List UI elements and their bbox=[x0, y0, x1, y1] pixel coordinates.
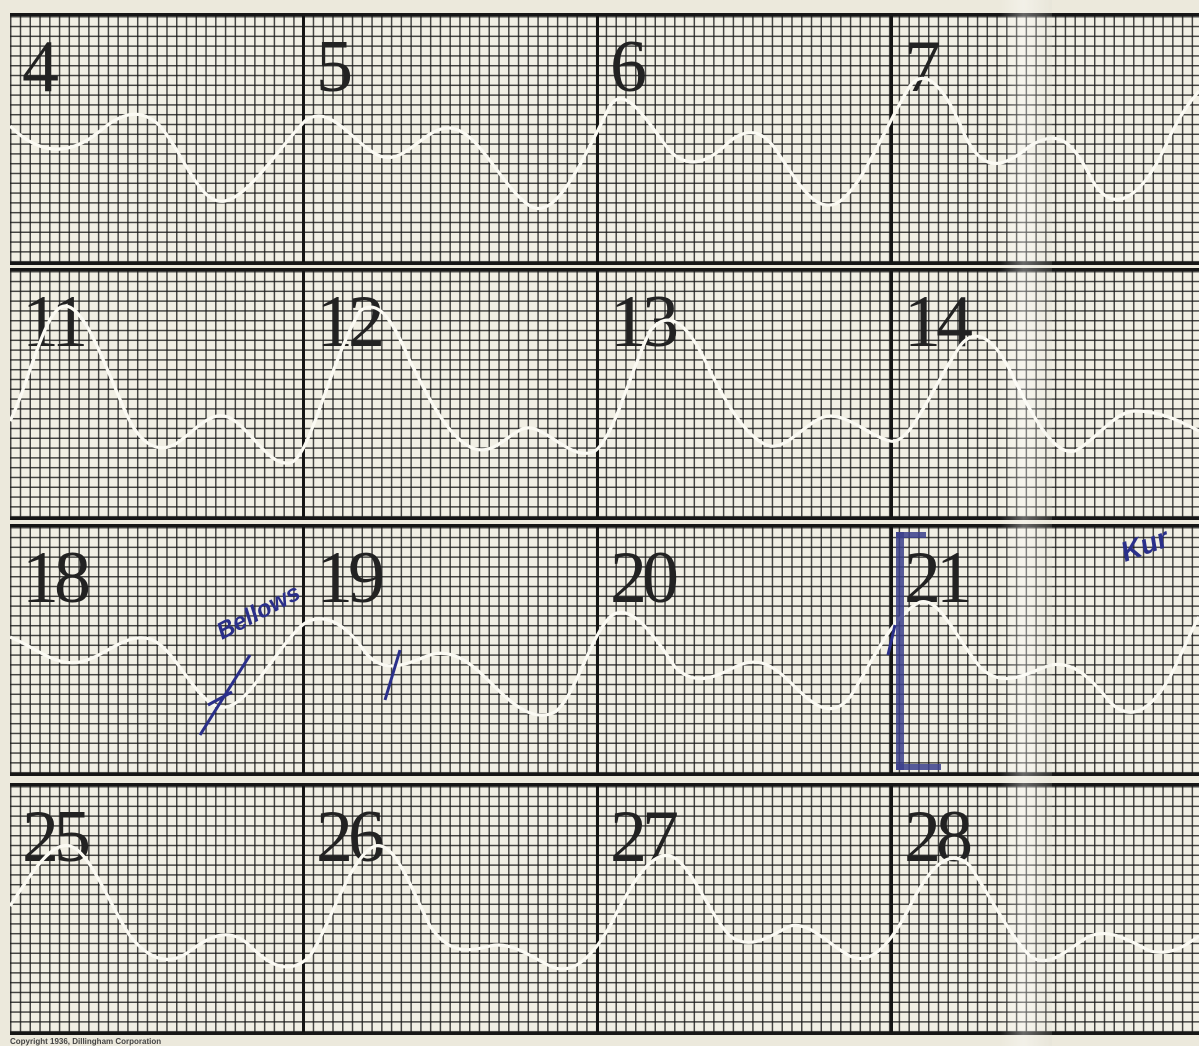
chart-strip-week-1: 4 5 6 7 bbox=[10, 13, 1199, 265]
day-number: 7 bbox=[904, 26, 941, 108]
day-number: 21 bbox=[904, 537, 973, 619]
day-number: 25 bbox=[22, 796, 91, 878]
day-divider bbox=[596, 16, 599, 262]
day-number: 11 bbox=[22, 281, 88, 363]
day-divider bbox=[302, 271, 305, 517]
copyright-notice: Copyright 1936, Dillingham Corporation bbox=[10, 1037, 162, 1046]
day-divider bbox=[302, 786, 305, 1032]
day-divider bbox=[302, 527, 305, 773]
day-divider bbox=[890, 16, 893, 262]
ink-bracket-bottom bbox=[896, 764, 941, 770]
day-divider bbox=[596, 271, 599, 517]
chart-strip-week-4: 25 26 27 28 bbox=[10, 783, 1199, 1035]
day-divider bbox=[596, 527, 599, 773]
ink-bracket-top bbox=[896, 532, 926, 538]
day-number: 6 bbox=[610, 26, 647, 108]
chart-strip-week-3: 18 19 20 21 bbox=[10, 524, 1199, 776]
day-number: 19 bbox=[316, 537, 385, 619]
day-number: 27 bbox=[610, 796, 679, 878]
recorder-trace bbox=[10, 844, 1199, 971]
day-number: 20 bbox=[610, 537, 679, 619]
day-divider bbox=[596, 786, 599, 1032]
recorder-trace bbox=[10, 600, 1199, 717]
ink-bracket bbox=[896, 532, 904, 770]
chart-strip-week-2: 11 12 13 14 bbox=[10, 268, 1199, 520]
recorder-trace bbox=[10, 76, 1199, 210]
day-number: 26 bbox=[316, 796, 385, 878]
day-divider bbox=[302, 16, 305, 262]
day-number: 18 bbox=[22, 537, 91, 619]
day-number: 5 bbox=[316, 26, 353, 108]
day-divider bbox=[890, 786, 893, 1032]
recorder-trace bbox=[10, 304, 1199, 465]
day-number: 4 bbox=[22, 26, 59, 108]
day-number: 12 bbox=[316, 281, 385, 363]
day-divider bbox=[890, 271, 893, 517]
